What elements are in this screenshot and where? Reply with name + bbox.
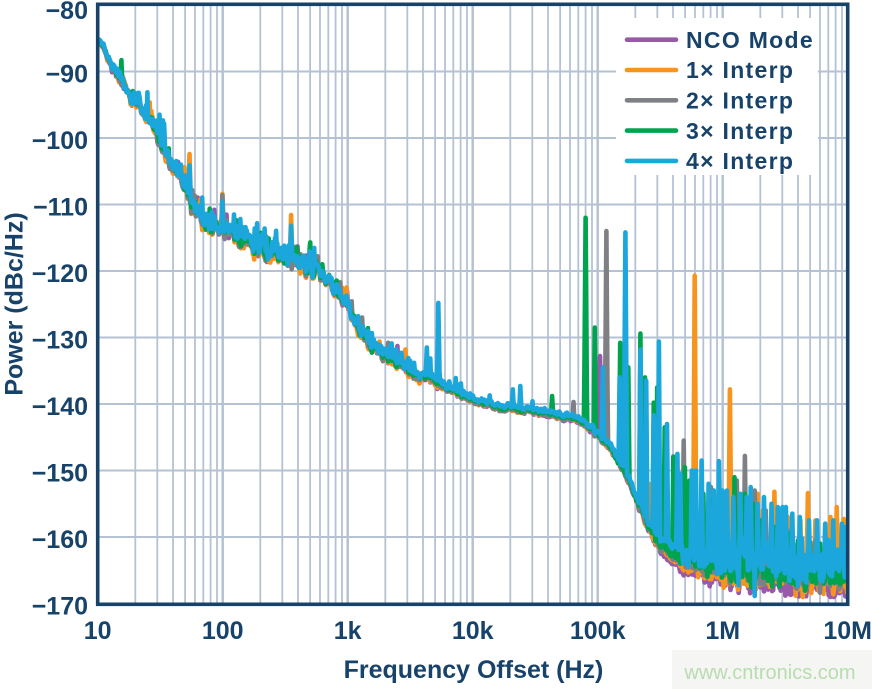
svg-text:−140: −140: [32, 393, 88, 421]
svg-text:4× Interp: 4× Interp: [686, 148, 794, 174]
svg-text:−150: −150: [32, 460, 88, 488]
svg-text:3× Interp: 3× Interp: [686, 118, 794, 144]
svg-text:Power (dBc/Hz): Power (dBc/Hz): [1, 212, 29, 395]
svg-text:Frequency Offset (Hz): Frequency Offset (Hz): [344, 656, 604, 684]
svg-text:NCO Mode: NCO Mode: [686, 27, 814, 53]
svg-text:−100: −100: [32, 127, 88, 155]
svg-text:1× Interp: 1× Interp: [686, 57, 794, 83]
svg-text:100: 100: [202, 617, 244, 645]
svg-text:−90: −90: [46, 61, 88, 89]
svg-text:10M: 10M: [823, 617, 872, 645]
svg-text:−170: −170: [32, 593, 88, 621]
svg-text:−160: −160: [32, 526, 88, 554]
svg-text:−110: −110: [33, 194, 88, 222]
svg-text:www.cntronics.com: www.cntronics.com: [683, 662, 855, 684]
svg-text:−80: −80: [46, 0, 88, 25]
svg-text:−130: −130: [32, 327, 88, 355]
svg-text:−120: −120: [32, 260, 88, 288]
svg-text:2× Interp: 2× Interp: [686, 88, 794, 114]
svg-text:100k: 100k: [570, 617, 626, 645]
svg-text:1M: 1M: [705, 617, 740, 645]
svg-text:10k: 10k: [452, 617, 494, 645]
svg-text:10: 10: [84, 617, 112, 645]
svg-text:1k: 1k: [334, 617, 362, 645]
